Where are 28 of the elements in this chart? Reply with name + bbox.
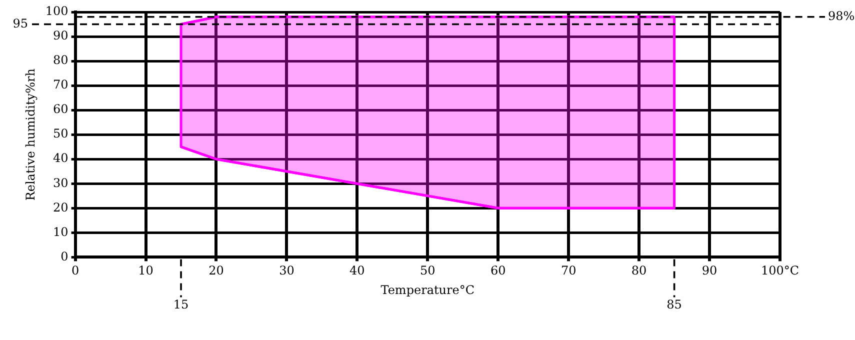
y-tick-label: 80 (53, 53, 68, 68)
ref-line-label: 95 (12, 16, 28, 30)
ref-line-label: 85 (666, 297, 682, 312)
y-tick-label: 100 (45, 4, 68, 18)
x-tick-label: 30 (279, 264, 294, 278)
x-tick-label: 0 (71, 264, 80, 278)
y-tick-label: 70 (53, 78, 68, 92)
x-axis-title: Temperature°C (380, 282, 475, 297)
x-tick-label: 60 (490, 264, 506, 278)
y-tick-label: 60 (53, 102, 68, 116)
y-tick-label: 10 (53, 224, 68, 239)
ref-line-label: 98% (828, 9, 855, 24)
x-tick-label: 10 (138, 264, 154, 278)
y-axis-title: Relative humidity%rh (23, 68, 38, 201)
y-tick-label: 0 (60, 249, 68, 264)
ref-line-label: 15 (173, 297, 189, 312)
y-tick-label: 40 (53, 151, 68, 166)
x-tick-label: 90 (702, 264, 718, 278)
x-tick-label: 100°C (760, 264, 800, 278)
y-tick-label: 20 (53, 200, 68, 214)
y-tick-label: 90 (53, 28, 68, 43)
x-tick-label: 40 (350, 264, 365, 278)
y-tick-label: 50 (53, 126, 68, 141)
x-tick-label: 50 (420, 264, 436, 278)
x-tick-label: 20 (208, 264, 224, 278)
x-tick-label: 80 (631, 264, 647, 278)
x-tick-label: 70 (560, 264, 576, 278)
y-tick-label: 30 (53, 176, 68, 190)
